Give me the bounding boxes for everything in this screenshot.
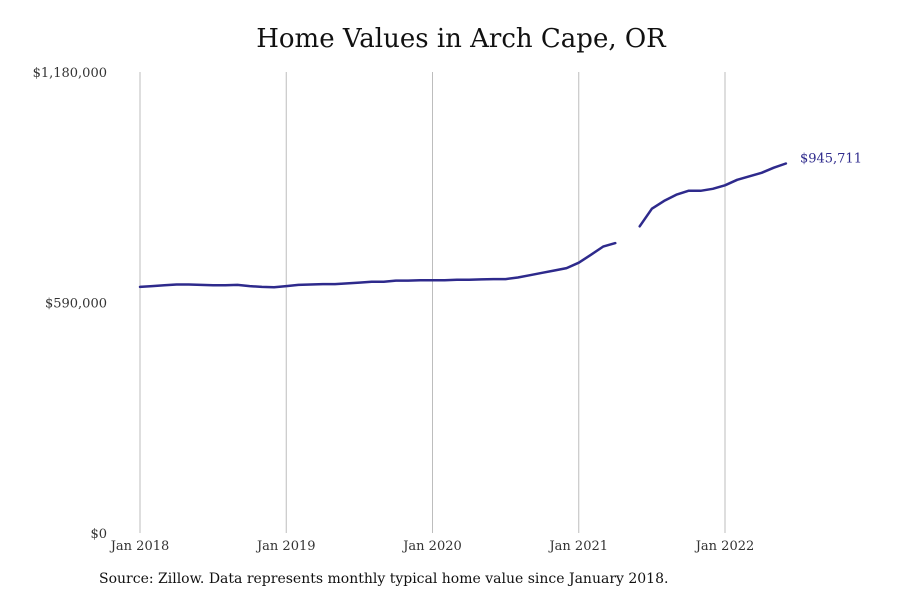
chart-title: Home Values in Arch Cape, OR <box>256 24 666 54</box>
series-line <box>638 162 788 228</box>
end-value-label: $945,711 <box>800 152 862 167</box>
source-note: Source: Zillow. Data represents monthly … <box>99 571 669 587</box>
x-tick-label: Jan 2020 <box>401 539 462 554</box>
x-tick-label: Jan 2021 <box>547 539 608 554</box>
y-tick-label: $590,000 <box>45 297 107 312</box>
y-tick-label: $1,180,000 <box>33 66 107 81</box>
x-tick-label: Jan 2022 <box>694 539 755 554</box>
x-tick-label: Jan 2018 <box>109 539 170 554</box>
y-tick-label: $0 <box>90 527 107 542</box>
x-tick-label: Jan 2019 <box>255 539 316 554</box>
series-line <box>138 241 617 289</box>
